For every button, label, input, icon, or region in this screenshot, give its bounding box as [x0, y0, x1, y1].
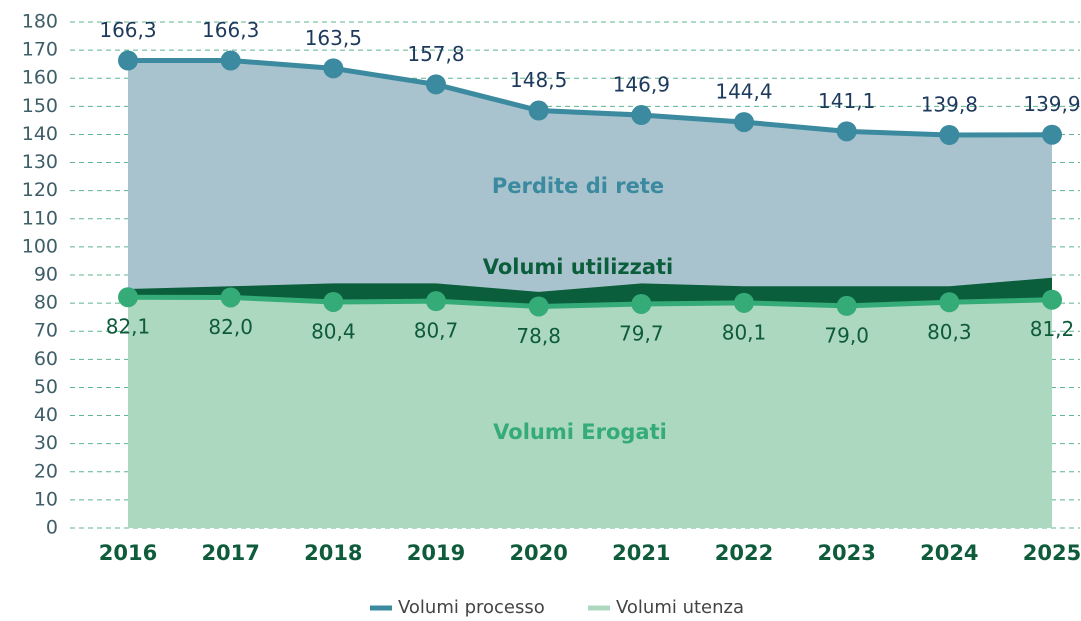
point	[631, 293, 652, 314]
area-label: Volumi utilizzati	[483, 255, 674, 279]
x-tick-label: 2025	[1023, 541, 1081, 565]
value-label: 82,0	[208, 315, 253, 339]
value-label: 80,7	[414, 319, 459, 343]
y-tick-label: 140	[22, 123, 58, 145]
y-tick-label: 80	[34, 292, 58, 314]
x-tick-label: 2020	[509, 541, 567, 565]
point	[220, 50, 241, 71]
y-tick-label: 50	[34, 376, 58, 398]
value-label: 139,8	[921, 93, 978, 117]
point	[118, 287, 138, 308]
value-label: 141,1	[818, 89, 875, 113]
value-label: 157,8	[407, 42, 464, 66]
y-tick-label: 150	[22, 95, 58, 117]
area-label: Volumi Erogati	[493, 420, 667, 444]
y-tick-label: 170	[22, 39, 58, 61]
value-label: 80,1	[722, 320, 767, 344]
point	[734, 112, 754, 133]
value-label: 81,2	[1030, 317, 1075, 341]
value-label: 144,4	[715, 80, 772, 104]
point	[631, 105, 652, 126]
value-label: 163,5	[305, 26, 362, 50]
point	[118, 50, 138, 71]
legend-label: Volumi utenza	[616, 597, 744, 618]
y-tick-label: 160	[22, 67, 58, 89]
point	[528, 296, 549, 317]
x-tick-label: 2016	[99, 541, 157, 565]
point	[836, 121, 857, 142]
x-tick-label: 2024	[920, 541, 978, 565]
x-tick-label: 2021	[612, 541, 670, 565]
value-label: 166,3	[99, 18, 156, 42]
x-tick-label: 2017	[201, 541, 259, 565]
value-label: 148,5	[510, 68, 567, 92]
point	[220, 287, 241, 308]
point	[1042, 289, 1062, 310]
value-label: 82,1	[106, 315, 151, 339]
point	[836, 295, 857, 316]
x-tick-label: 2019	[407, 541, 465, 565]
y-tick-label: 10	[34, 488, 58, 510]
point	[1042, 124, 1062, 145]
y-tick-label: 110	[22, 207, 58, 229]
y-tick-label: 130	[22, 151, 58, 173]
y-tick-label: 40	[34, 404, 58, 426]
value-label: 78,8	[516, 324, 561, 348]
point	[939, 292, 960, 313]
point	[734, 292, 754, 313]
value-label: 80,3	[927, 320, 972, 344]
y-tick-label: 120	[22, 179, 58, 201]
y-tick-label: 180	[22, 11, 58, 33]
y-tick-label: 60	[34, 348, 58, 370]
point	[528, 100, 549, 121]
value-label: 166,3	[202, 18, 259, 42]
point	[323, 291, 344, 312]
point	[426, 291, 446, 312]
y-tick-label: 70	[34, 320, 58, 342]
value-label: 79,7	[619, 321, 664, 345]
legend-label: Volumi processo	[398, 597, 545, 618]
value-label: 139,9	[1023, 92, 1080, 116]
y-tick-label: 20	[34, 460, 58, 482]
value-label: 80,4	[311, 319, 356, 343]
area-label: Perdite di rete	[492, 174, 664, 198]
y-tick-label: 90	[34, 264, 58, 286]
x-tick-label: 2018	[304, 541, 362, 565]
point	[323, 58, 344, 79]
area	[128, 297, 1052, 528]
x-tick-label: 2023	[817, 541, 875, 565]
point	[939, 125, 960, 146]
line	[128, 58, 1053, 138]
value-label: 146,9	[613, 73, 670, 97]
y-tick-label: 30	[34, 432, 58, 454]
line	[127, 294, 1053, 309]
y-tick-label: 0	[46, 517, 58, 539]
y-tick-label: 100	[22, 235, 58, 257]
point	[426, 74, 446, 95]
x-tick-label: 2022	[715, 541, 773, 565]
value-label: 79,0	[824, 323, 869, 347]
